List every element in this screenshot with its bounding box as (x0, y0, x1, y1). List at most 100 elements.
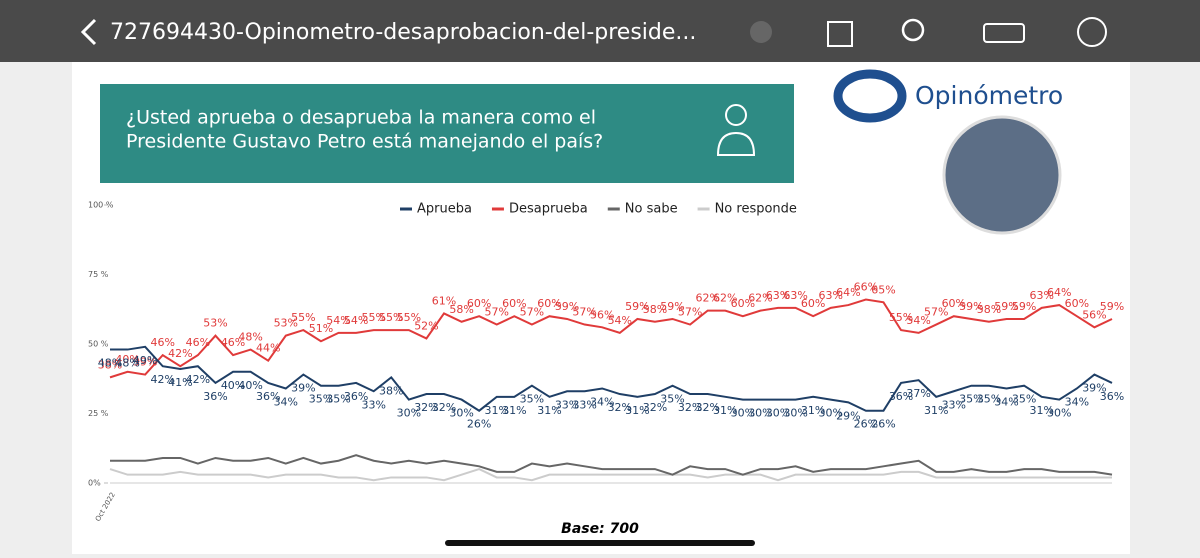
data-label: 36% (344, 390, 368, 403)
data-label: 46% (151, 336, 175, 349)
data-label: 60% (1065, 297, 1089, 310)
data-label: 31% (801, 404, 825, 417)
data-label: 53% (274, 317, 298, 330)
data-label: 60% (942, 297, 966, 310)
data-label: 60% (467, 297, 491, 310)
data-label: 39% (133, 356, 157, 369)
data-label: 42% (186, 373, 210, 386)
data-label: 52% (414, 319, 438, 332)
data-label: 63% (766, 289, 790, 302)
data-label: 36% (203, 390, 227, 403)
y-tick-label: 0% (88, 479, 101, 488)
data-label: 30% (731, 407, 755, 420)
data-label: 48% (238, 331, 262, 344)
data-label: 30% (819, 407, 843, 420)
data-label: 37% (906, 387, 930, 400)
data-label: 59% (555, 300, 579, 313)
data-label: 53% (203, 317, 227, 330)
data-label: 38% (379, 384, 403, 397)
data-label: 31% (713, 404, 737, 417)
data-label: 30% (783, 407, 807, 420)
y-tick-label: 75 % (88, 270, 109, 279)
data-label: 38% (98, 358, 122, 371)
data-label: 30% (748, 407, 772, 420)
data-label: 55% (379, 311, 403, 324)
data-label: 33% (942, 398, 966, 411)
data-label: 51% (309, 322, 333, 335)
data-label: 35% (660, 393, 684, 406)
data-label: 54% (906, 314, 930, 327)
data-label: 40% (221, 379, 245, 392)
data-label: 59% (994, 300, 1018, 313)
data-label: 56% (1082, 308, 1106, 321)
data-label: 54% (326, 314, 350, 327)
data-label: 63% (1029, 289, 1053, 302)
data-label: 55% (889, 311, 913, 324)
share-button[interactable] (827, 21, 853, 47)
data-label: 30% (766, 407, 790, 420)
legend-label: No sabe (625, 202, 678, 217)
data-label: 39% (1082, 382, 1106, 395)
data-label: 64% (1047, 286, 1071, 299)
data-label: 48% (115, 357, 139, 370)
toolbar (0, 0, 1200, 62)
markup-button[interactable] (983, 23, 1025, 43)
data-label: 64% (836, 286, 860, 299)
data-label: 63% (783, 289, 807, 302)
y-tick-label: 100 % (88, 201, 114, 210)
data-label: 35% (977, 393, 1001, 406)
data-label: 30% (397, 407, 421, 420)
annotate-button[interactable] (1077, 17, 1107, 47)
data-label: 62% (695, 292, 719, 305)
data-label: 59% (959, 300, 983, 313)
data-label: 31% (625, 404, 649, 417)
data-label: 31% (1029, 404, 1053, 417)
data-label: 42% (168, 347, 192, 360)
data-label: 30% (1047, 407, 1071, 420)
data-label: 63% (819, 289, 843, 302)
data-label: 35% (309, 393, 333, 406)
series-line (110, 345, 1113, 412)
data-label: 59% (1012, 300, 1036, 313)
data-label: 54% (608, 314, 632, 327)
data-label: 36% (889, 390, 913, 403)
data-label: 36% (256, 390, 280, 403)
data-label: 58% (977, 303, 1001, 316)
data-label: 34% (994, 395, 1018, 408)
series-line (110, 454, 1113, 476)
data-label: 36% (1100, 390, 1124, 403)
data-label: 59% (625, 300, 649, 313)
data-label: 60% (537, 297, 561, 310)
logo-text: Opinómetro (915, 81, 1063, 110)
data-label: 56% (590, 308, 614, 321)
data-label: 58% (449, 303, 473, 316)
legend-label: Desaprueba (509, 202, 588, 217)
data-label: 57% (924, 306, 948, 319)
data-label: 33% (361, 398, 385, 411)
data-label: 46% (186, 336, 210, 349)
series-line (109, 468, 1112, 482)
data-label: 32% (695, 401, 719, 414)
photo (942, 115, 1062, 235)
legend-label: No responde (715, 202, 797, 217)
people-icon (716, 104, 756, 156)
search-button[interactable] (901, 18, 925, 42)
question-box (100, 84, 794, 183)
data-label: 49% (133, 354, 157, 367)
legend-label: Aprueba (417, 202, 472, 217)
data-label: 35% (326, 393, 350, 406)
dropdown[interactable] (750, 21, 772, 43)
data-label: 55% (397, 311, 421, 324)
data-label: 57% (572, 306, 596, 319)
data-label: 61% (432, 294, 456, 307)
data-label: 35% (959, 393, 983, 406)
data-label: 41% (168, 376, 192, 389)
data-label: 59% (660, 300, 684, 313)
data-label: 66% (854, 281, 878, 294)
data-label: 60% (731, 297, 755, 310)
data-label: 62% (713, 292, 737, 305)
data-label: 31% (924, 404, 948, 417)
data-label: 33% (572, 398, 596, 411)
back-button[interactable] (80, 18, 97, 46)
data-label: 34% (274, 395, 298, 408)
